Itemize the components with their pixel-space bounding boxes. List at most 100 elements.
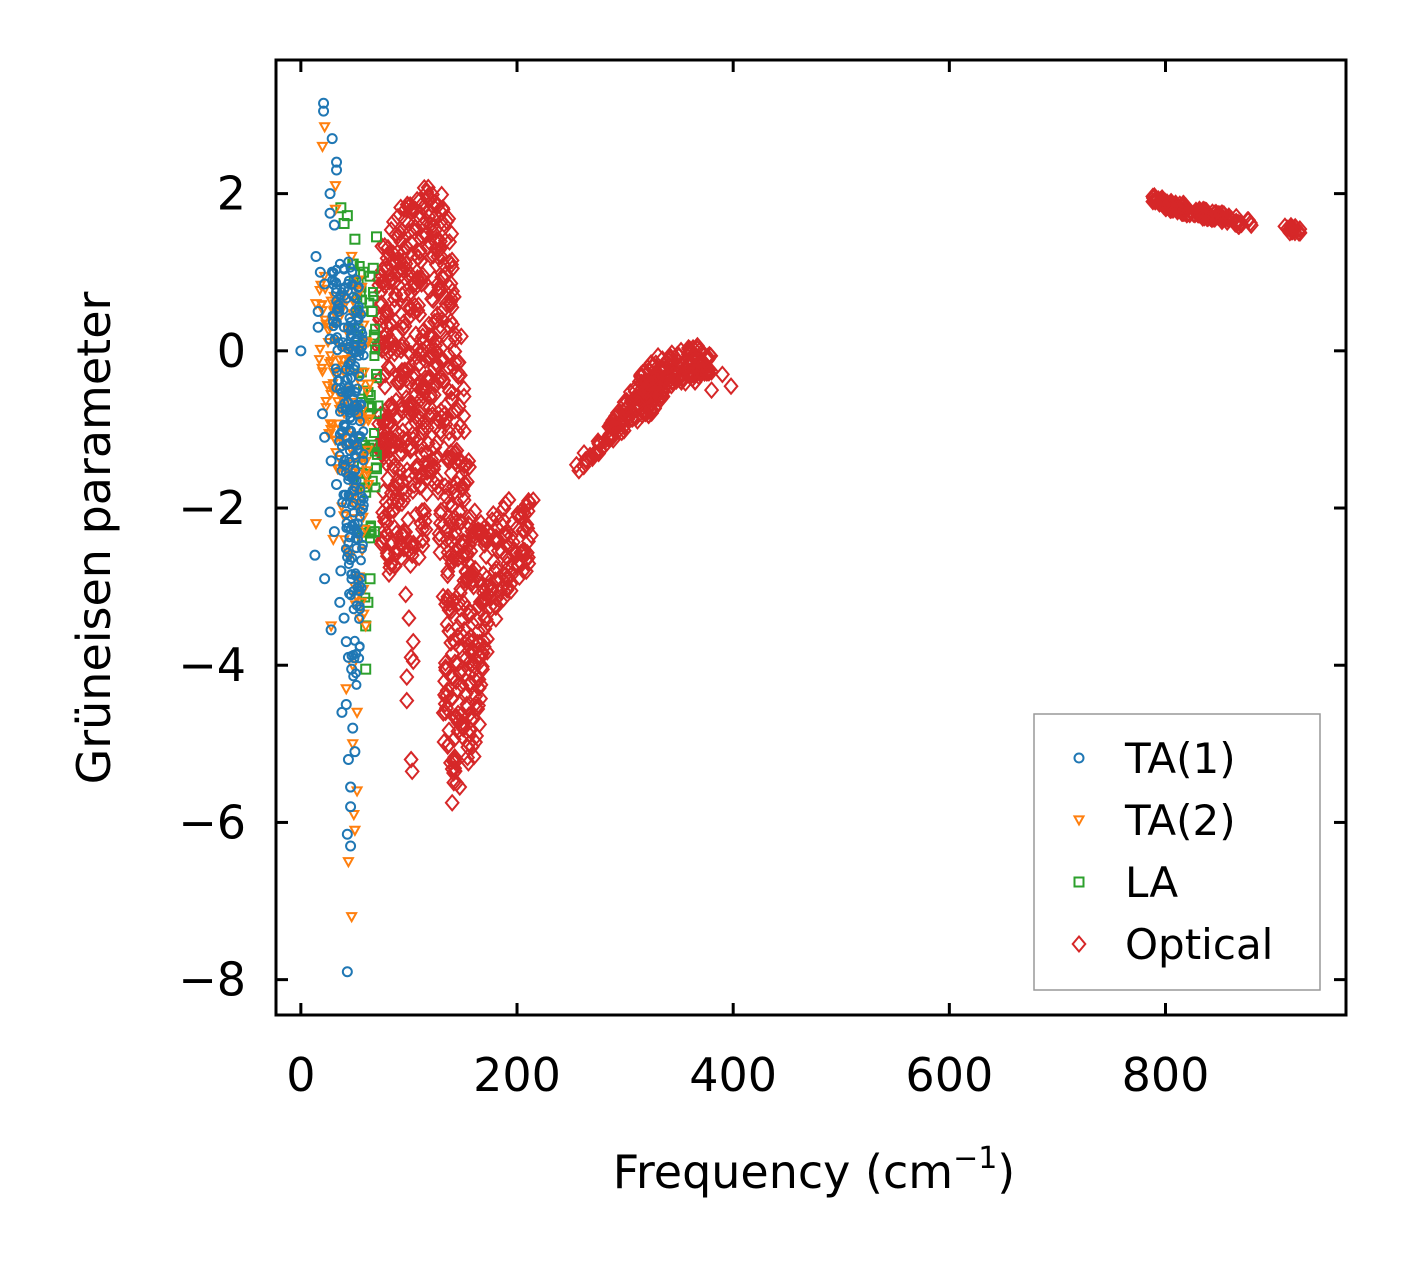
optical-point xyxy=(450,628,466,647)
optical-point xyxy=(402,300,418,319)
la-point xyxy=(349,233,361,245)
optical-point xyxy=(400,361,416,380)
optical-point xyxy=(449,513,465,532)
ta-2-point xyxy=(320,397,332,408)
ta-1-point xyxy=(347,415,358,426)
ta-1-point xyxy=(327,316,338,327)
ta-1-point xyxy=(334,375,345,386)
optical-point xyxy=(631,395,647,414)
optical-point xyxy=(421,371,437,390)
ta-1-point xyxy=(346,663,358,675)
optical-point xyxy=(451,637,468,656)
ta-1-point xyxy=(347,722,359,734)
ta-1-point xyxy=(310,251,322,263)
optical-point xyxy=(441,333,457,352)
optical-point xyxy=(444,383,460,402)
optical-point xyxy=(425,222,441,241)
optical-point xyxy=(403,750,419,769)
optical-point xyxy=(680,338,697,358)
la-point xyxy=(371,463,383,475)
la-point xyxy=(369,427,380,438)
ta-1-point xyxy=(351,679,362,690)
optical-point xyxy=(382,430,398,449)
ta-1-point xyxy=(295,345,307,357)
ta-1-point xyxy=(343,256,354,267)
ta-1-point xyxy=(355,555,366,566)
optical-point xyxy=(372,369,388,388)
ta-1-point xyxy=(344,438,355,449)
optical-point xyxy=(687,372,703,391)
ta-1-point xyxy=(348,507,359,518)
optical-point xyxy=(453,454,469,473)
optical-point xyxy=(435,515,452,534)
optical-point xyxy=(381,246,398,265)
ta-1-point xyxy=(340,364,351,375)
optical-point xyxy=(387,544,403,563)
optical-point xyxy=(443,289,459,308)
legend-label-optical: Optical xyxy=(1125,920,1273,969)
optical-point xyxy=(396,381,412,400)
optical-point xyxy=(644,357,660,376)
optical-point xyxy=(432,514,449,533)
optical-point xyxy=(452,416,468,435)
ta-1-point xyxy=(342,651,354,663)
x-tick-label: 600 xyxy=(905,1048,993,1102)
optical-point xyxy=(411,407,427,427)
optical-point xyxy=(378,300,394,320)
optical-point xyxy=(375,503,391,522)
optical-point xyxy=(461,606,477,625)
optical-point xyxy=(396,313,412,332)
y-tick-label: −2 xyxy=(178,481,246,535)
y-tick-label: 2 xyxy=(217,167,246,221)
optical-point xyxy=(453,611,470,630)
optical-point xyxy=(433,247,449,266)
optical-point xyxy=(396,539,412,558)
optical-point xyxy=(429,344,445,363)
optical-point xyxy=(407,274,423,293)
ta-1-point xyxy=(358,493,369,504)
y-tick-label: −4 xyxy=(178,638,246,692)
optical-point xyxy=(1283,220,1299,239)
ta-1-point xyxy=(357,539,368,550)
optical-point xyxy=(498,569,514,588)
ta-1-point xyxy=(334,436,345,447)
ta-1-point xyxy=(344,425,355,436)
ta-1-point xyxy=(353,585,364,596)
optical-point xyxy=(423,215,439,234)
optical-point xyxy=(515,521,531,540)
ta-1-point xyxy=(339,398,350,409)
optical-point xyxy=(447,750,463,769)
optical-point xyxy=(474,593,491,613)
optical-point xyxy=(441,430,457,450)
optical-point xyxy=(400,437,416,456)
optical-point xyxy=(389,340,405,359)
ta-1-point xyxy=(345,781,357,793)
optical-point xyxy=(397,210,413,229)
optical-point xyxy=(463,673,479,692)
optical-point xyxy=(476,583,492,603)
ta-1-point xyxy=(353,312,364,323)
optical-point xyxy=(646,399,663,418)
optical-point xyxy=(385,461,401,480)
optical-point xyxy=(497,494,514,513)
optical-point xyxy=(1168,199,1184,218)
optical-point xyxy=(468,698,484,717)
optical-point xyxy=(440,357,456,376)
optical-point xyxy=(441,382,458,401)
la-point xyxy=(364,270,376,282)
ta-2-point xyxy=(361,386,373,397)
optical-point xyxy=(701,345,718,364)
ta-2-point xyxy=(346,739,359,751)
ta-1-point xyxy=(349,746,361,758)
optical-point xyxy=(428,375,445,394)
optical-point xyxy=(444,251,460,270)
optical-point xyxy=(432,239,448,258)
optical-point xyxy=(440,566,456,585)
optical-point xyxy=(381,504,397,523)
ta-2-point xyxy=(309,519,323,531)
optical-point xyxy=(1221,207,1237,227)
optical-point xyxy=(643,396,659,415)
optical-point xyxy=(622,382,639,402)
optical-point xyxy=(376,333,393,352)
